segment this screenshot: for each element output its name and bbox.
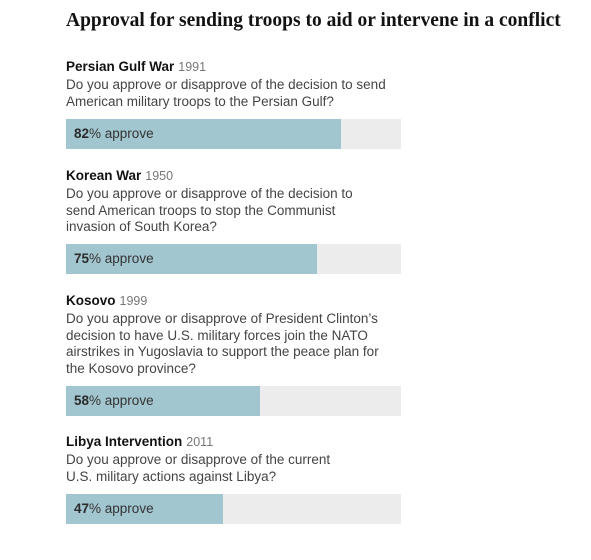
poll-question: Do you approve or disapprove of the curr… <box>66 452 331 484</box>
entry-heading: Korean War 1950 <box>66 167 406 185</box>
entry-heading: Kosovo 1999 <box>66 292 406 310</box>
chart-entry: Kosovo 1999 Do you approve or disapprove o… <box>66 292 406 416</box>
approval-bar <box>66 119 341 149</box>
chart-entry: Libya Intervention 2011 Do you approve or … <box>66 433 406 524</box>
bar-data-label: 75% approve <box>74 244 154 274</box>
conflict-name: Kosovo <box>66 293 116 308</box>
approval-bar <box>66 386 261 416</box>
entry-heading: Persian Gulf War 1991 <box>66 58 406 76</box>
bar-data-label: 82% approve <box>74 119 154 149</box>
entry-heading: Libya Intervention 2011 <box>66 433 406 451</box>
approval-value: 58 <box>74 393 90 408</box>
conflict-name: Korean War <box>66 168 142 183</box>
poll-question: Do you approve or disapprove of the deci… <box>66 77 386 109</box>
conflict-year: 1991 <box>178 60 207 74</box>
approval-value: 47 <box>74 501 90 516</box>
approval-suffix: % approve <box>89 251 154 266</box>
approval-suffix: % approve <box>89 126 154 141</box>
approval-suffix: % approve <box>89 393 154 408</box>
chart-entry: Persian Gulf War 1991 Do you approve or di… <box>66 58 406 149</box>
conflict-year: 1950 <box>145 169 174 183</box>
approval-suffix: % approve <box>89 501 154 516</box>
approval-bar <box>66 494 224 524</box>
bar-track: 82% approve <box>66 119 401 149</box>
bar-data-label: 47% approve <box>74 494 154 524</box>
bar-track: 47% approve <box>66 494 401 524</box>
poll-question: Do you approve or disapprove of Presiden… <box>66 311 379 376</box>
chart-entry: Korean War 1950 Do you approve or disappro… <box>66 167 406 274</box>
bar-track: 75% approve <box>66 244 401 274</box>
conflict-year: 1999 <box>119 294 148 308</box>
approval-value: 82 <box>74 126 90 141</box>
approval-bar <box>66 244 318 274</box>
bar-track: 58% approve <box>66 386 401 416</box>
poll-question: Do you approve or disapprove of the deci… <box>66 186 353 234</box>
bar-data-label: 58% approve <box>74 386 154 416</box>
approval-value: 75 <box>74 251 90 266</box>
conflict-name: Libya Intervention <box>66 434 183 449</box>
conflict-year: 2011 <box>186 435 214 449</box>
chart-title: Approval for sending troops to aid or in… <box>66 10 561 31</box>
conflict-name: Persian Gulf War <box>66 59 175 74</box>
